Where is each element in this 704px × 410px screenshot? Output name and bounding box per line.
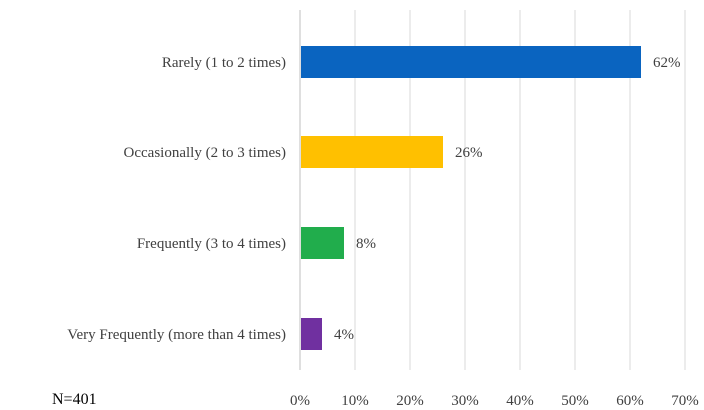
data-label: 8% [356, 236, 376, 252]
x-tick-label: 30% [451, 393, 479, 409]
bar [301, 318, 322, 350]
category-label: Occasionally (2 to 3 times) [124, 145, 286, 161]
x-tick-label: 0% [290, 393, 310, 409]
category-labels: Rarely (1 to 2 times) Occasionally (2 to … [67, 55, 286, 343]
data-label: 4% [334, 327, 354, 343]
x-tick-label: 70% [671, 393, 699, 409]
x-tick-label: 10% [341, 393, 369, 409]
x-tick-label: 40% [506, 393, 534, 409]
bar [301, 46, 641, 78]
x-tick-labels: 0% 10% 20% 30% 40% 50% 60% 70% [290, 393, 699, 409]
sample-size-note: N=401 [52, 391, 97, 408]
category-label: Very Frequently (more than 4 times) [67, 327, 286, 343]
data-labels: 62% 26% 8% 4% [334, 55, 681, 343]
bar [301, 136, 443, 168]
data-label: 26% [455, 145, 483, 161]
data-label: 62% [653, 55, 681, 71]
x-tick-label: 20% [396, 393, 424, 409]
x-tick-label: 50% [561, 393, 589, 409]
category-label: Frequently (3 to 4 times) [137, 236, 286, 252]
x-tick-label: 60% [616, 393, 644, 409]
bars [301, 46, 641, 350]
bar [301, 227, 344, 259]
category-label: Rarely (1 to 2 times) [162, 55, 286, 71]
